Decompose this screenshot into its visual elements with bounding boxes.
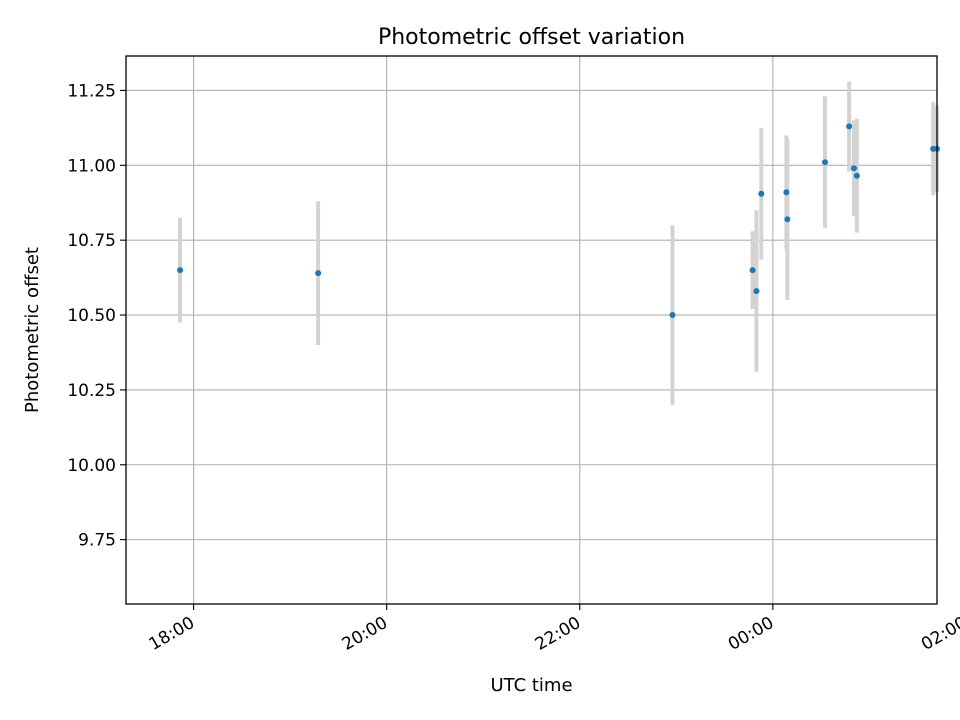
y-tick-label: 9.75	[78, 531, 116, 551]
data-point	[758, 190, 765, 197]
data-point	[669, 312, 676, 319]
data-point	[846, 123, 853, 130]
y-tick-label: 11.00	[67, 156, 116, 176]
y-tick-label: 10.00	[67, 456, 116, 476]
data-point	[177, 267, 184, 274]
data-point	[753, 288, 760, 295]
y-tick-label: 11.25	[67, 81, 116, 101]
y-tick-label: 10.75	[67, 231, 116, 251]
data-point	[822, 159, 829, 166]
y-tick-label: 10.50	[67, 306, 116, 326]
y-axis-ticks: 9.75 10.00 10.25 10.50 10.75 11.00 11.25	[67, 81, 126, 551]
plot-frame	[125, 55, 938, 605]
data-point	[749, 267, 756, 274]
grid	[126, 56, 937, 604]
data-point	[783, 189, 790, 196]
data-point	[850, 165, 857, 172]
data-point	[853, 172, 860, 179]
x-axis-label: UTC time	[490, 675, 572, 696]
chart-title: Photometric offset variation	[378, 25, 685, 50]
y-tick-label: 10.25	[67, 381, 116, 401]
data-point	[784, 216, 791, 223]
data-point	[315, 270, 322, 277]
y-axis-label: Photometric offset	[22, 247, 43, 413]
